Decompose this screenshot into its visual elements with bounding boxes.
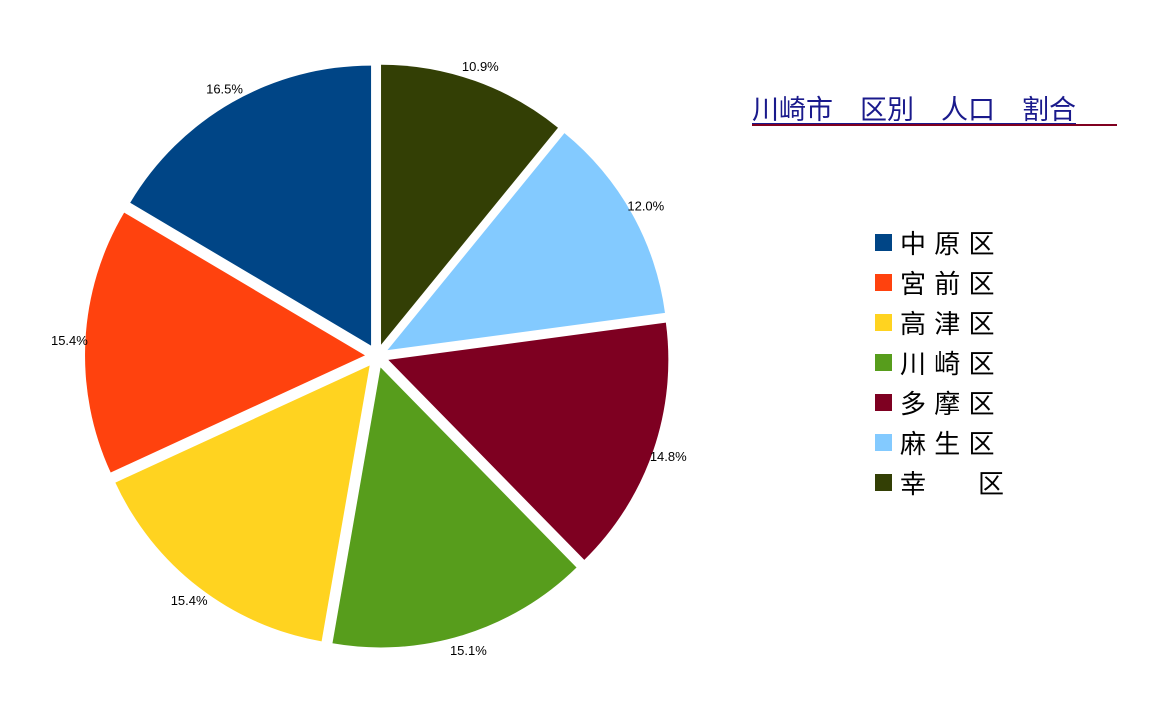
- title-underline: [752, 124, 1117, 126]
- pie-slice: [115, 365, 370, 642]
- slice-percent-label: 14.8%: [650, 449, 687, 464]
- pie-slice: [85, 212, 366, 473]
- legend-label: 宮 前 区: [900, 269, 995, 300]
- slice-percent-label: 15.1%: [450, 643, 487, 658]
- pie-slice: [387, 133, 665, 351]
- slice-percent-label: 15.4%: [171, 593, 208, 608]
- legend-swatch: [875, 273, 892, 291]
- legend-label: 高 津 区: [900, 309, 995, 340]
- slice-percent-label: 16.5%: [206, 81, 243, 96]
- legend-swatch: [875, 393, 892, 411]
- legend-label: 多 摩 区: [900, 389, 995, 420]
- legend-swatch: [875, 233, 892, 251]
- legend-item: 中 原 区: [875, 222, 1004, 262]
- legend-swatch: [875, 353, 892, 371]
- legend: 中 原 区宮 前 区高 津 区川 崎 区多 摩 区麻 生 区幸 区: [875, 222, 1004, 502]
- legend-swatch: [875, 433, 892, 451]
- legend-item: 麻 生 区: [875, 422, 1004, 462]
- pie-slice-labels: 10.9% 12.0% 14.8% 15.1% 15.4% 15.4% 16.5%: [51, 59, 687, 658]
- pie-slice: [388, 322, 669, 560]
- legend-label: 幸 区: [900, 469, 1005, 500]
- legend-label: 川 崎 区: [900, 349, 995, 380]
- slice-percent-label: 12.0%: [627, 199, 664, 214]
- legend-item: 川 崎 区: [875, 342, 1004, 382]
- pie-slices: [85, 64, 669, 648]
- legend-item: 宮 前 区: [875, 262, 1004, 302]
- legend-swatch: [875, 473, 892, 491]
- legend-label: 中 原 区: [900, 229, 995, 260]
- legend-swatch: [875, 313, 892, 331]
- chart-title: 川崎市 区別 人口 割合: [752, 95, 1076, 126]
- legend-item: 高 津 区: [875, 302, 1004, 342]
- pie-slice: [332, 367, 577, 648]
- legend-item: 幸 区: [875, 462, 1004, 502]
- slice-percent-label: 15.4%: [51, 333, 88, 348]
- slice-percent-label: 10.9%: [462, 59, 499, 74]
- pie-slice: [130, 65, 372, 346]
- legend-label: 麻 生 区: [900, 429, 995, 460]
- legend-item: 多 摩 区: [875, 382, 1004, 422]
- pie-slice: [381, 64, 558, 345]
